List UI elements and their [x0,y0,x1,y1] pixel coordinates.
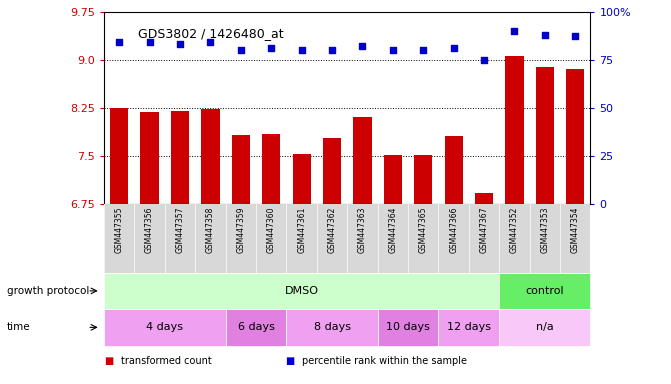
Bar [104,273,499,309]
Text: GSM447361: GSM447361 [297,207,306,253]
Bar [201,109,219,384]
Text: 10 days: 10 days [386,322,430,333]
Text: GSM447365: GSM447365 [419,207,427,253]
Point [387,47,398,53]
Bar [378,309,438,346]
Text: GSM447357: GSM447357 [176,207,185,253]
Bar [231,135,250,384]
Text: GSM447363: GSM447363 [358,207,367,253]
Text: GSM447358: GSM447358 [206,207,215,253]
Bar [384,155,402,384]
Text: GSM447366: GSM447366 [449,207,458,253]
Text: GSM447354: GSM447354 [571,207,580,253]
Bar [140,112,159,384]
Text: ■: ■ [104,356,113,366]
Bar [110,108,128,384]
Text: DMSO: DMSO [285,286,319,296]
Bar [566,69,584,384]
Point [357,43,368,49]
Bar [475,193,493,384]
Text: GSM447356: GSM447356 [145,207,154,253]
Bar [293,154,311,384]
Text: GSM447353: GSM447353 [540,207,550,253]
Bar [354,117,372,384]
Text: GSM447360: GSM447360 [267,207,276,253]
Bar [438,309,499,346]
Text: 4 days: 4 days [146,322,183,333]
Text: growth protocol: growth protocol [7,286,89,296]
Point [144,39,155,45]
Text: GSM447352: GSM447352 [510,207,519,253]
Text: 12 days: 12 days [447,322,491,333]
Point [478,56,489,63]
Text: n/a: n/a [536,322,554,333]
Text: 6 days: 6 days [238,322,274,333]
Bar [104,309,225,346]
Bar [171,111,189,384]
Point [539,31,550,38]
Point [297,47,307,53]
Point [114,39,125,45]
Bar [225,309,287,346]
Point [509,28,520,34]
Point [418,47,429,53]
Text: GSM447367: GSM447367 [480,207,488,253]
Bar [535,67,554,384]
Point [205,39,216,45]
Point [327,47,338,53]
Bar [323,137,341,384]
Bar [445,136,463,384]
Bar [499,309,590,346]
Point [236,47,246,53]
Text: percentile rank within the sample: percentile rank within the sample [302,356,467,366]
Point [266,45,276,51]
Text: transformed count: transformed count [121,356,211,366]
Text: GSM447359: GSM447359 [236,207,246,253]
Text: GSM447364: GSM447364 [389,207,397,253]
Bar [262,134,280,384]
Bar [414,155,432,384]
Text: control: control [525,286,564,296]
Point [570,33,580,40]
Bar [499,273,590,309]
Point [174,41,185,47]
Bar [287,309,378,346]
Point [448,45,459,51]
Text: GSM447362: GSM447362 [327,207,337,253]
Text: ■: ■ [285,356,295,366]
Text: time: time [7,322,30,333]
Text: GSM447355: GSM447355 [115,207,123,253]
Bar [505,56,523,384]
Text: GDS3802 / 1426480_at: GDS3802 / 1426480_at [138,27,283,40]
Text: 8 days: 8 days [313,322,350,333]
